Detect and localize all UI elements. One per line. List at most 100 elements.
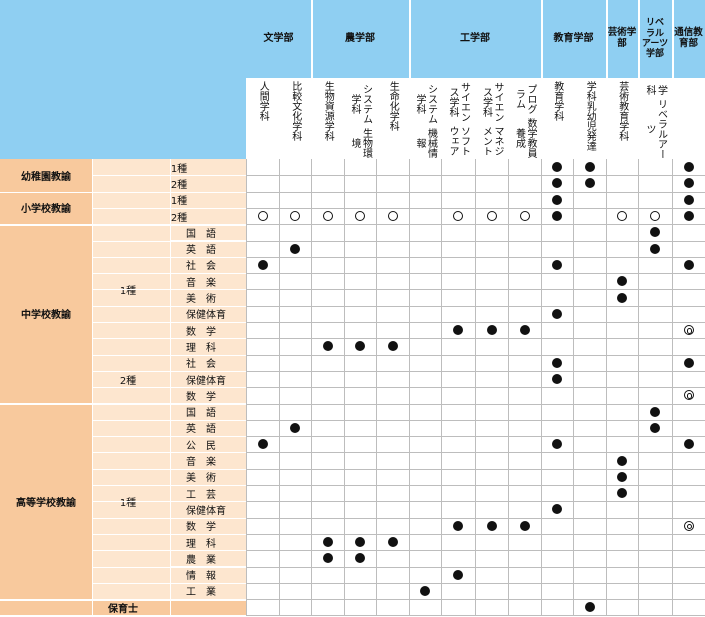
grade-label: 2種 (92, 207, 246, 225)
row-separator (92, 240, 246, 242)
header-separator (606, 0, 608, 78)
license-separator (0, 191, 246, 194)
filled-circle-icon (650, 243, 660, 254)
course-header: 比較文化学科 (279, 78, 311, 159)
grid-line (246, 599, 705, 601)
license-separator (0, 403, 246, 405)
grid-line (246, 240, 705, 242)
row-separator (92, 419, 246, 421)
header-separator (475, 78, 476, 159)
course-name-line: システム学科 (414, 84, 437, 125)
row-separator (92, 387, 246, 389)
double-circle-icon (683, 520, 694, 531)
subject-label: 数 学 (170, 517, 246, 534)
grid-line (246, 175, 705, 177)
subject-label: 音 楽 (170, 273, 246, 290)
filled-circle-icon (257, 259, 268, 270)
course-name: 生命化学科 (387, 81, 398, 131)
course-name: 生物資源学科 (322, 81, 333, 141)
grid-line (246, 566, 705, 568)
filled-circle-icon (683, 211, 694, 222)
header-corner (0, 0, 246, 159)
course-name-line: 機械情報 (414, 128, 437, 159)
open-circle-icon (290, 211, 300, 222)
subject-label: 社 会 (170, 256, 246, 274)
grade-label: 1種 (92, 224, 170, 355)
department-header: 教育学部 (541, 0, 606, 78)
header-separator (672, 78, 673, 159)
grid-line (246, 273, 705, 275)
course-header: 生命化学科 (376, 78, 409, 159)
subject-label: 美 術 (170, 289, 246, 306)
course-name-line: サイエンス学科 (480, 82, 504, 122)
filled-circle-icon (355, 553, 365, 564)
course-name: 比較文化学科 (289, 81, 301, 141)
header-separator (638, 78, 639, 159)
subject-label: 国 語 (170, 403, 246, 420)
open-circle-icon (322, 211, 333, 222)
filled-circle-icon (290, 243, 300, 254)
grid-line (246, 338, 705, 340)
department-header: リベ ラル アーツ学部 (638, 0, 672, 78)
course-header: 生物環境 システム学科 (344, 78, 376, 159)
column-separator (92, 159, 93, 616)
filled-circle-icon (552, 374, 562, 385)
double-circle-icon (683, 390, 694, 401)
subject-label: 保健体育 (170, 370, 246, 388)
header-separator (606, 78, 607, 159)
department-header: 農学部 (311, 0, 409, 78)
filled-circle-icon (617, 471, 627, 482)
subject-label: 社 会 (170, 354, 246, 371)
row-separator (92, 322, 246, 323)
filled-circle-icon (650, 422, 660, 433)
course-name-line: 数学教員養成 (513, 117, 537, 158)
row-separator (92, 338, 246, 340)
filled-circle-icon (453, 569, 463, 580)
filled-circle-icon (552, 308, 562, 319)
grid-line (246, 550, 705, 552)
filled-circle-icon (617, 488, 627, 499)
grid-line (246, 582, 705, 584)
filled-circle-icon (322, 553, 333, 564)
course-name-line: プログラム (513, 83, 537, 114)
filled-circle-icon (322, 537, 333, 548)
course-name: 乳幼児発達 学科 (584, 81, 595, 151)
license-label: 中学校教諭 (0, 224, 92, 404)
filled-circle-icon (650, 406, 660, 417)
grid-line (246, 289, 705, 291)
grid-line (246, 501, 705, 503)
course-name: 数学教員養成 プログラム (513, 81, 537, 159)
grid-line (246, 191, 705, 193)
open-circle-icon (453, 211, 463, 222)
subject-label: 農 業 (170, 550, 246, 567)
course-header: 芸術教育学科 (606, 78, 638, 159)
course-name-line: 芸術教育学科 (616, 81, 628, 141)
grid-line (246, 468, 705, 470)
open-circle-icon (650, 211, 660, 222)
filled-circle-icon (617, 455, 627, 466)
filled-circle-icon (552, 357, 562, 368)
open-circle-icon (355, 211, 365, 222)
header-separator (376, 78, 377, 159)
header-separator (573, 78, 574, 159)
grade-label: 2種 (92, 354, 170, 404)
row-separator (92, 468, 246, 470)
header-separator (541, 0, 543, 78)
course-name: 人間学科 (257, 81, 268, 121)
row-separator (92, 354, 246, 356)
course-name-line: 教育学科 (551, 81, 563, 121)
row-separator (92, 289, 246, 291)
subject-label: 英 語 (170, 240, 246, 257)
course-name: リベラルアーツ 学科 (644, 81, 667, 159)
subject-label: 国 語 (170, 224, 246, 241)
course-name-line: システム学科 (349, 84, 372, 125)
grid-line (246, 452, 705, 454)
course-header: マネジメント サイエンス学科 (475, 78, 508, 159)
course-name: 芸術教育学科 (616, 81, 628, 141)
row-separator (92, 550, 246, 552)
department-header: 工学部 (409, 0, 541, 78)
course-name-line: サイエンス学科 (447, 82, 470, 122)
grid-line (246, 403, 705, 405)
filled-circle-icon (552, 259, 562, 270)
